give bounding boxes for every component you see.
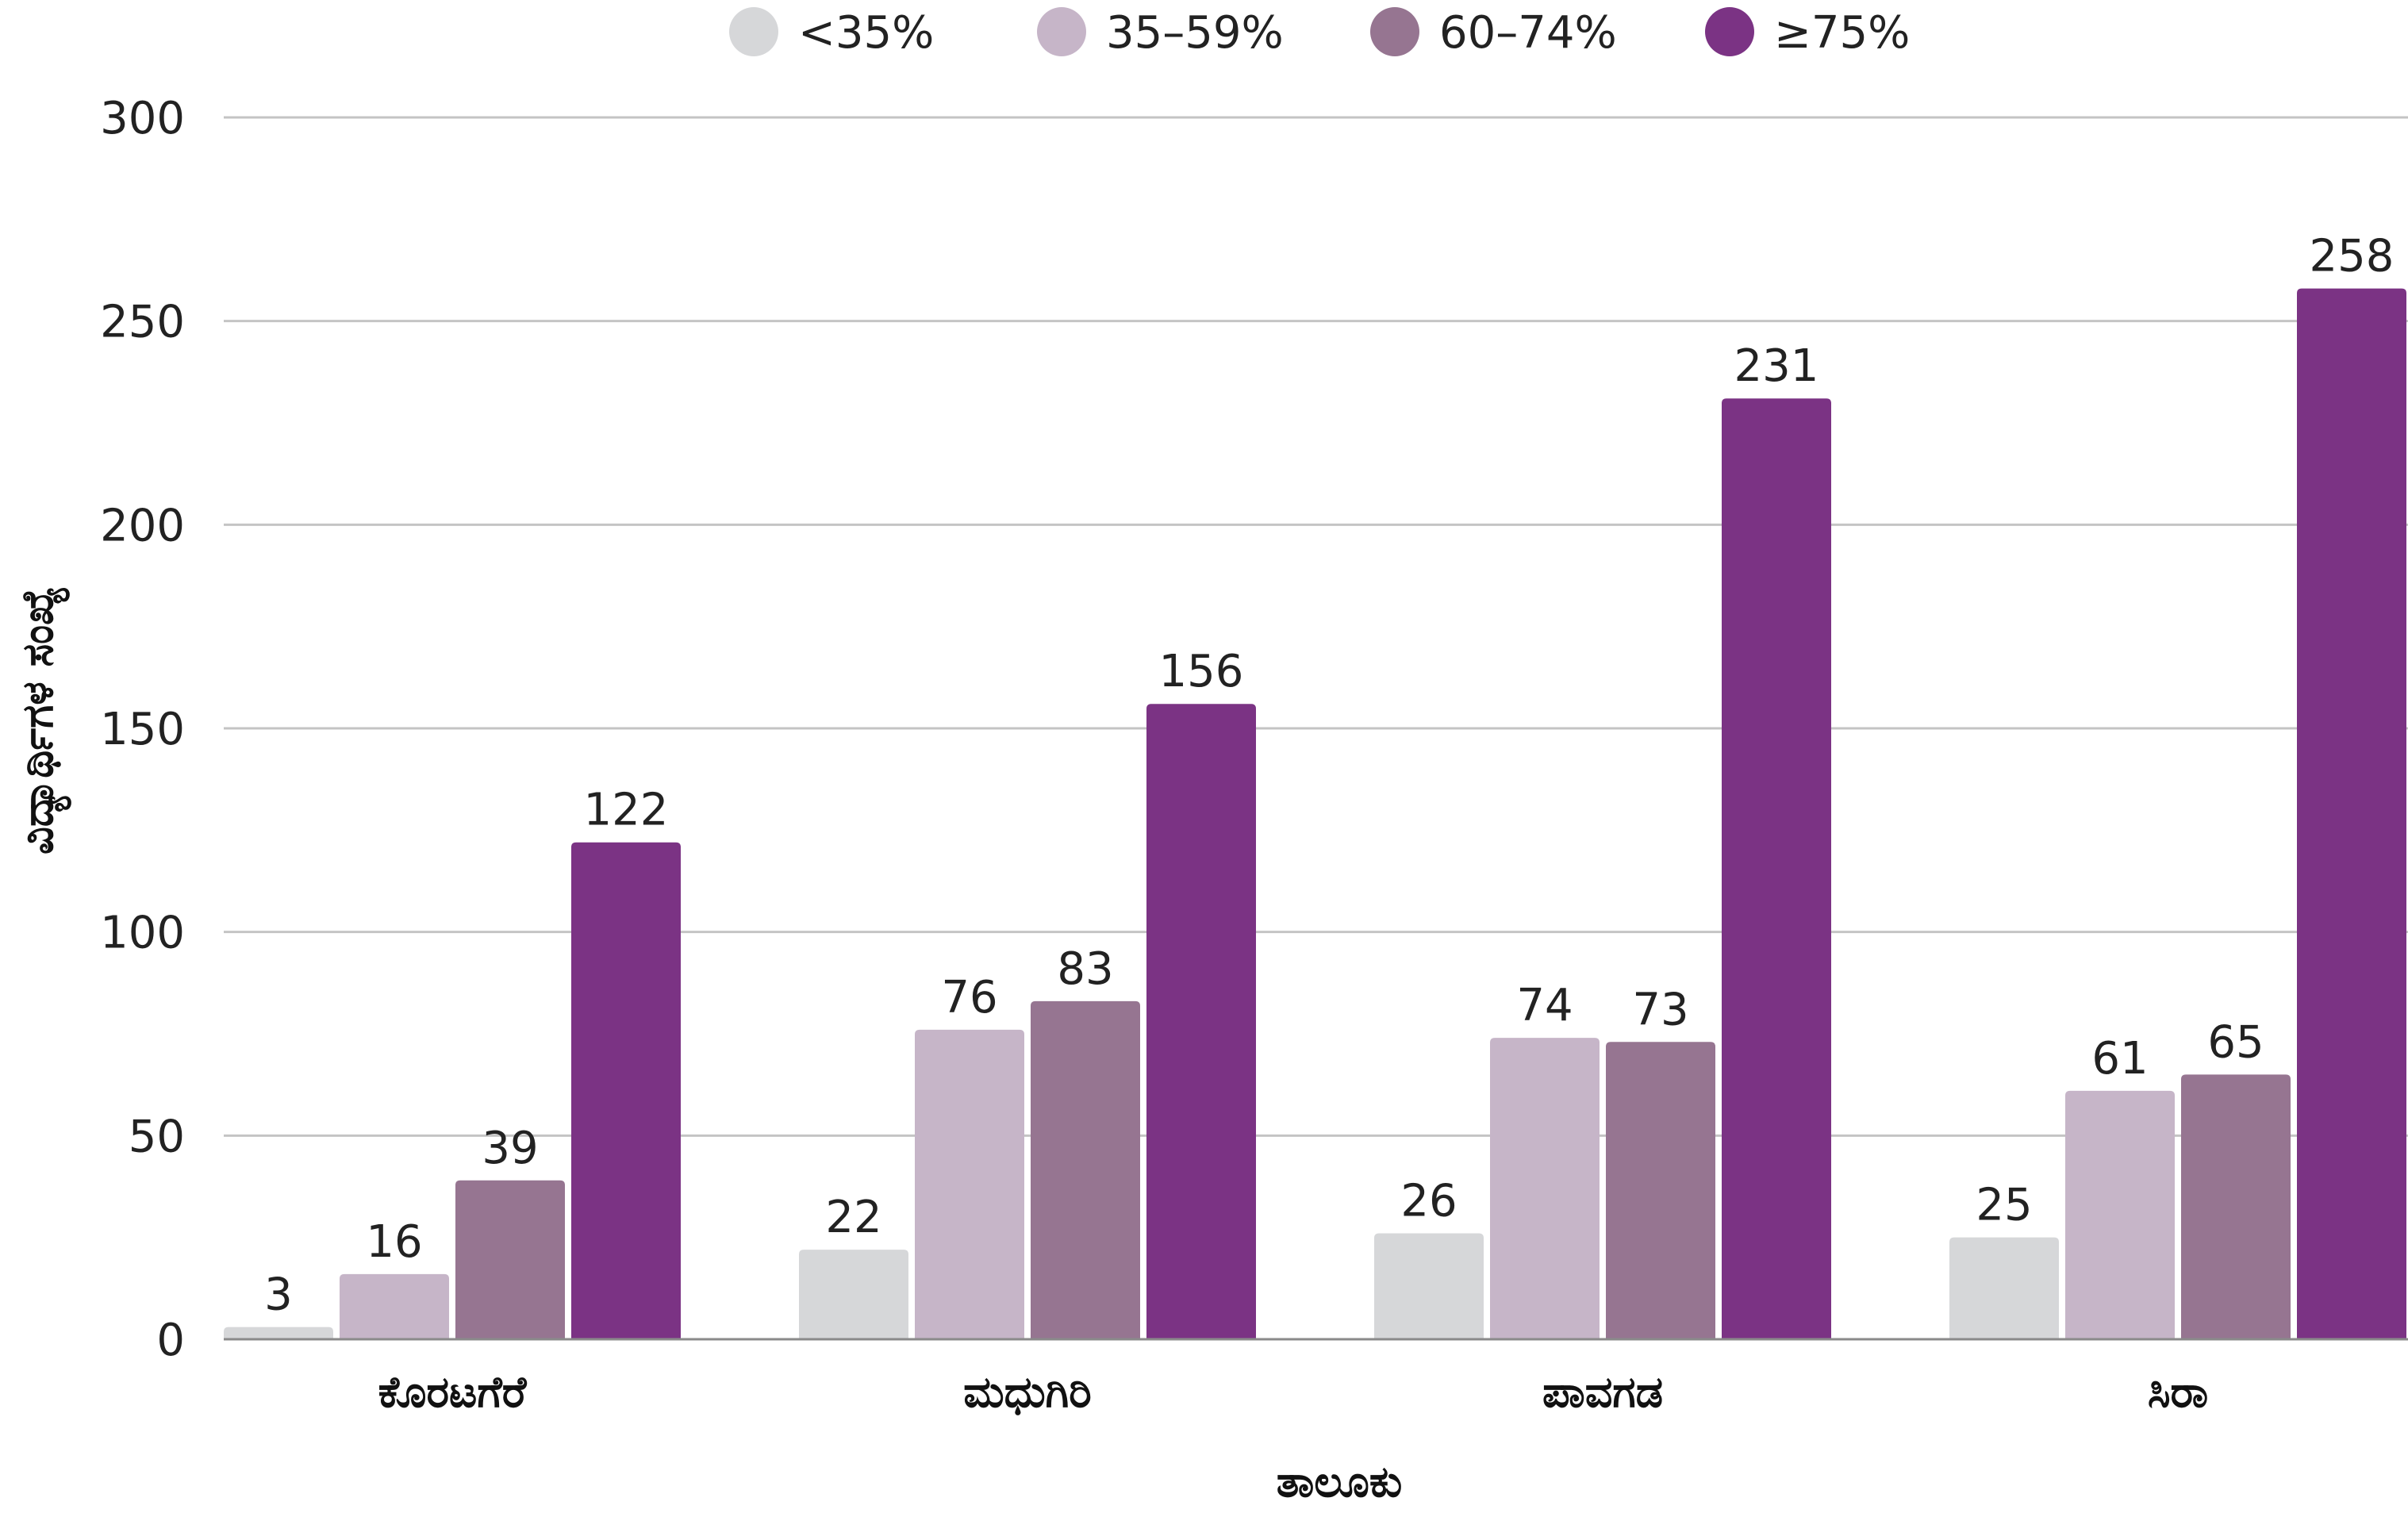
y-tick-label: 0 — [156, 1315, 185, 1366]
y-tick-label: 300 — [100, 93, 185, 144]
legend-swatch — [1705, 7, 1754, 56]
y-tick-label: 100 — [100, 908, 185, 959]
bars — [224, 288, 2406, 1340]
bar — [1949, 1237, 2059, 1339]
data-label: 16 — [366, 1216, 422, 1268]
data-label: 25 — [1976, 1180, 2032, 1231]
x-category-label: ಮಧುಗಿರಿ — [963, 1367, 1091, 1417]
bar — [1031, 1000, 1140, 1339]
x-category-label: ಕೊರಟಗೆರೆ — [378, 1367, 528, 1417]
x-category-label: ಪಾವಗಡ — [1542, 1367, 1663, 1417]
y-axis-title: ವಿದ್ಯಾರ್ಥಿಗಳ ಸಂಖ್ಯೆ — [13, 586, 71, 854]
x-category-label: ಸಿರಾ — [2148, 1367, 2208, 1417]
y-axis-ticks: 0 50 100 150 200 250 300 — [100, 93, 185, 1366]
bar — [455, 1180, 565, 1339]
data-label: 74 — [1516, 980, 1573, 1031]
y-tick-label: 200 — [100, 500, 185, 551]
legend-swatch — [729, 7, 778, 56]
bar — [1606, 1042, 1715, 1339]
bar — [1374, 1233, 1484, 1339]
data-label: 156 — [1159, 646, 1244, 697]
bar — [915, 1029, 1024, 1339]
data-label: 26 — [1400, 1176, 1457, 1227]
bar — [340, 1273, 449, 1339]
data-label: 65 — [2207, 1016, 2264, 1068]
data-labels: 3 16 39 122 22 76 83 156 26 74 73 231 25 61 65 258 — [264, 231, 2394, 1321]
bar — [224, 1327, 333, 1339]
bar — [2181, 1074, 2291, 1339]
chart-legend: <35% 35–59% 60–74% ≥75% — [729, 7, 1910, 59]
legend-label: 60–74% — [1439, 7, 1617, 59]
y-tick-label: 50 — [129, 1111, 185, 1162]
legend-label: 35–59% — [1106, 7, 1284, 59]
data-label: 76 — [941, 972, 997, 1023]
y-tick-label: 150 — [100, 704, 185, 755]
gridlines — [224, 116, 2408, 1137]
x-axis-title: ತಾಲೂಕು — [1277, 1457, 1403, 1507]
legend-swatch — [1370, 7, 1419, 56]
legend-label: <35% — [798, 7, 934, 59]
data-label: 39 — [482, 1123, 538, 1174]
data-label: 73 — [1632, 984, 1688, 1035]
data-label: 61 — [2091, 1033, 2148, 1085]
bar — [1146, 704, 1256, 1339]
y-tick-label: 250 — [100, 297, 185, 348]
data-label: 258 — [2310, 231, 2395, 282]
legend-label: ≥75% — [1774, 7, 1910, 59]
bar — [571, 842, 681, 1339]
bar — [1490, 1038, 1600, 1339]
x-axis-category-labels: ಕೊರಟಗೆರೆ ಮಧುಗಿರಿ ಪಾವಗಡ ಸಿರಾ — [378, 1367, 2209, 1417]
bar — [1722, 398, 1831, 1340]
data-label: 3 — [264, 1269, 293, 1321]
data-label: 122 — [584, 785, 669, 836]
data-label: 22 — [825, 1192, 881, 1243]
bar — [2065, 1090, 2175, 1339]
data-label: 231 — [1734, 340, 1819, 392]
bar — [2297, 288, 2406, 1340]
bar — [799, 1250, 908, 1339]
data-label: 83 — [1057, 943, 1113, 995]
legend-swatch — [1037, 7, 1086, 56]
